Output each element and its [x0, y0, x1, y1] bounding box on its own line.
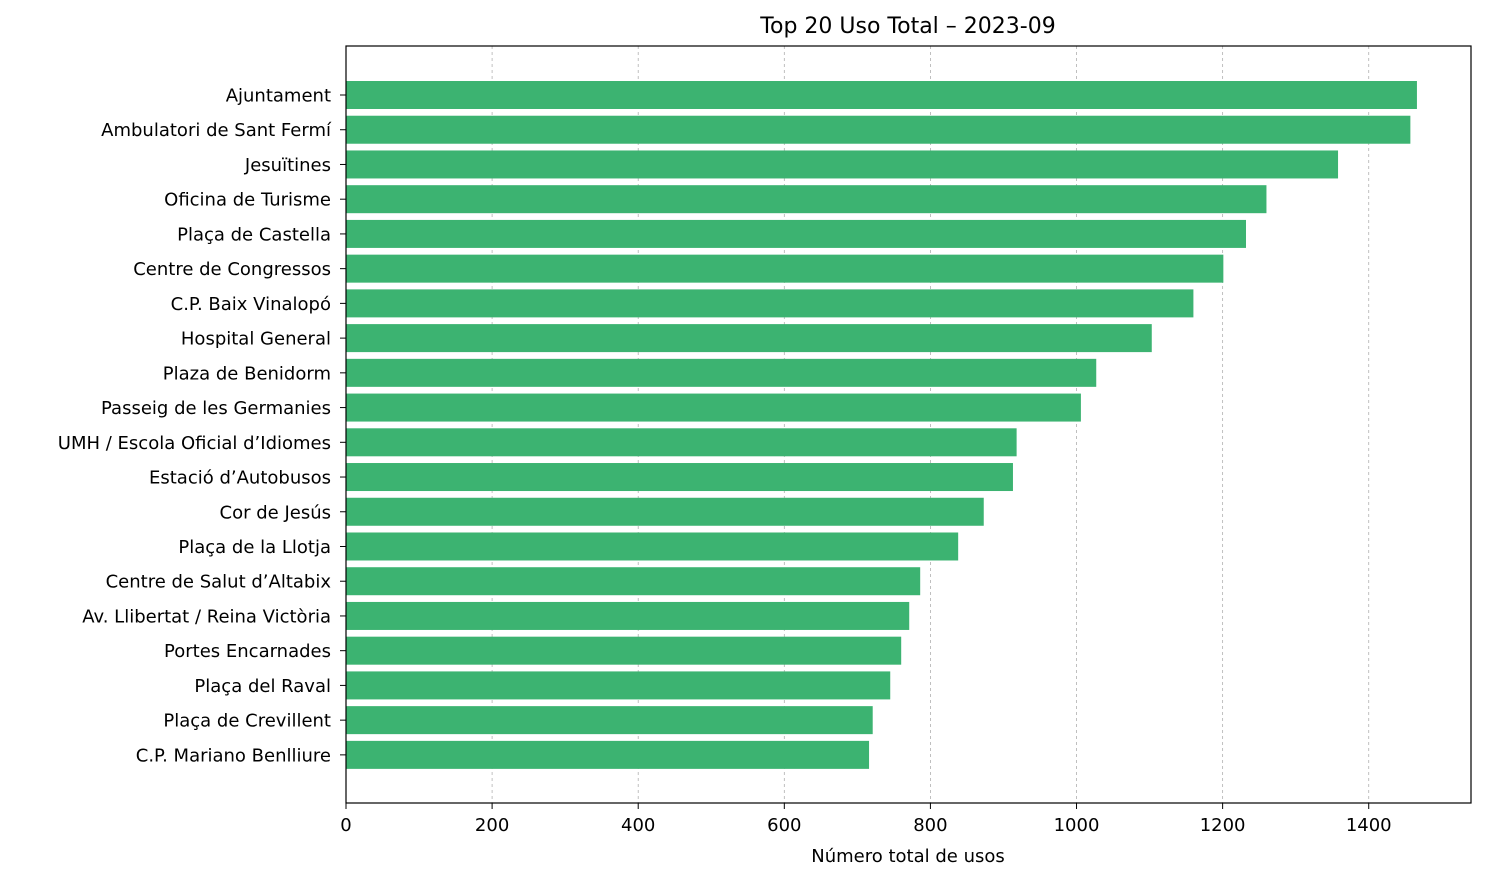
plot-frame	[345, 45, 1472, 804]
y-tick-label: Plaça de Castella	[177, 224, 331, 245]
bar	[346, 706, 873, 735]
bars	[346, 81, 1417, 769]
bar	[346, 254, 1224, 283]
y-tick-label: Ambulatori de Sant Fermí	[101, 120, 332, 141]
y-tick-label: Av. Llibertat / Reina Victòria	[82, 606, 331, 627]
bar	[346, 636, 902, 665]
bar	[346, 497, 984, 526]
y-tick-label: Cor de Jesús	[220, 502, 331, 523]
y-tick-label: Plaça de Crevillent	[163, 711, 331, 732]
x-axis-label: Número total de usos	[811, 846, 1005, 867]
y-tick-label: Oficina de Turisme	[164, 190, 331, 211]
bar	[346, 463, 1013, 492]
bar	[346, 532, 959, 561]
x-axis-ticks: 0 200 400 600 800 1000 1200 1400	[340, 803, 1392, 836]
y-tick-label: Plaza de Benidorm	[163, 363, 331, 384]
y-tick-label: Estació d’Autobusos	[149, 468, 331, 489]
bar	[346, 115, 1411, 144]
y-tick-label: Hospital General	[181, 329, 331, 350]
bar	[346, 289, 1194, 318]
x-tick-label: 1000	[1054, 815, 1100, 836]
x-tick-label: 400	[621, 815, 655, 836]
bar	[346, 219, 1246, 248]
y-tick-label: C.P. Baix Vinalopó	[171, 294, 331, 315]
y-tick-label: C.P. Mariano Benlliure	[136, 745, 331, 766]
bar	[346, 81, 1417, 109]
y-tick-label: Passeig de les Germanies	[101, 398, 331, 419]
bar	[346, 185, 1267, 214]
y-tick-label: Plaça del Raval	[194, 676, 331, 697]
bar	[346, 150, 1339, 179]
bar	[346, 740, 870, 769]
y-tick-label: UMH / Escola Oficial d’Idiomes	[58, 433, 331, 454]
y-tick-label: Ajuntament	[226, 86, 331, 107]
y-tick-label: Jesuïtines	[244, 155, 331, 176]
y-axis-ticks: Ajuntament Ambulatori de Sant Fermí Jesuït…	[58, 86, 346, 766]
y-tick-label: Plaça de la Llotja	[178, 537, 331, 558]
bar	[346, 393, 1081, 422]
y-tick-label: Centre de Salut d’Altabix	[106, 572, 332, 593]
x-tick-label: 200	[475, 815, 509, 836]
bar	[346, 324, 1152, 353]
bar	[346, 567, 921, 596]
x-tick-label: 1200	[1200, 815, 1246, 836]
x-tick-label: 600	[767, 815, 801, 836]
y-tick-label: Centre de Congressos	[133, 259, 331, 280]
bar	[346, 601, 910, 630]
chart-title: Top 20 Uso Total – 2023-09	[759, 14, 1055, 39]
x-tick-label: 800	[913, 815, 947, 836]
x-tick-label: 1400	[1346, 815, 1392, 836]
y-tick-label: Portes Encarnades	[164, 641, 331, 662]
bar	[346, 358, 1097, 387]
x-tick-label: 0	[340, 815, 351, 836]
bar	[346, 428, 1017, 457]
bar	[346, 671, 891, 700]
